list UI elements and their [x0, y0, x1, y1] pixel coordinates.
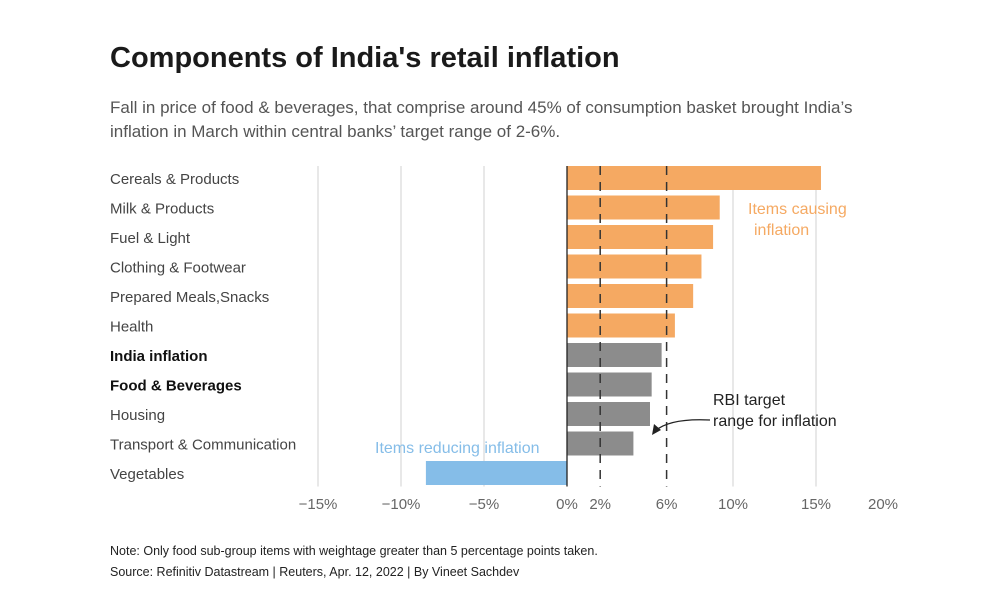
- bar: [567, 166, 821, 190]
- annotation-reducing: Items reducing inflation: [375, 440, 540, 457]
- x-tick-label: 15%: [801, 496, 831, 513]
- x-tick-label: 10%: [718, 496, 748, 513]
- x-tick-label: −15%: [299, 496, 338, 513]
- annotation-causing: Items causing: [748, 201, 847, 218]
- bar: [567, 284, 694, 308]
- footnote: Note: Only food sub-group items with wei…: [110, 544, 598, 558]
- bar: [567, 402, 650, 426]
- bar: [567, 254, 702, 279]
- category-label: Health: [110, 319, 153, 336]
- bar: [567, 343, 662, 367]
- category-label: Fuel & Light: [110, 230, 191, 247]
- category-label: Cereals & Products: [110, 171, 239, 188]
- category-label: Prepared Meals,Snacks: [110, 289, 269, 306]
- bar: [567, 225, 714, 249]
- arrow-icon: [654, 419, 711, 432]
- chart-subtitle: Fall in price of food & beverages, that …: [110, 98, 853, 141]
- annotation-rbi: range for inflation: [713, 413, 837, 430]
- chart-title: Components of India's retail inflation: [110, 42, 620, 74]
- annotation-causing: inflation: [754, 222, 809, 239]
- category-label: Clothing & Footwear: [110, 260, 246, 277]
- source-credit: Source: Refinitiv Datastream | Reuters, …: [110, 565, 520, 579]
- x-tick-label: −10%: [382, 496, 421, 513]
- category-label: Food & Beverages: [110, 378, 242, 395]
- bar: [425, 461, 567, 485]
- bar: [567, 313, 675, 338]
- annotation-rbi: RBI target: [713, 392, 786, 409]
- arrowhead-icon: [652, 424, 661, 435]
- bar: [567, 195, 720, 220]
- category-label: Milk & Products: [110, 201, 214, 218]
- x-tick-label: 6%: [656, 496, 678, 513]
- category-label: Transport & Communication: [110, 437, 296, 454]
- x-tick-label: −5%: [469, 496, 499, 513]
- category-label: India inflation: [110, 348, 208, 365]
- category-label: Vegetables: [110, 466, 184, 483]
- category-label: Housing: [110, 407, 165, 424]
- x-tick-label: 2%: [589, 496, 611, 513]
- x-tick-label: 0%: [556, 496, 578, 513]
- bar: [567, 372, 652, 397]
- x-tick-label: 20%: [868, 496, 898, 513]
